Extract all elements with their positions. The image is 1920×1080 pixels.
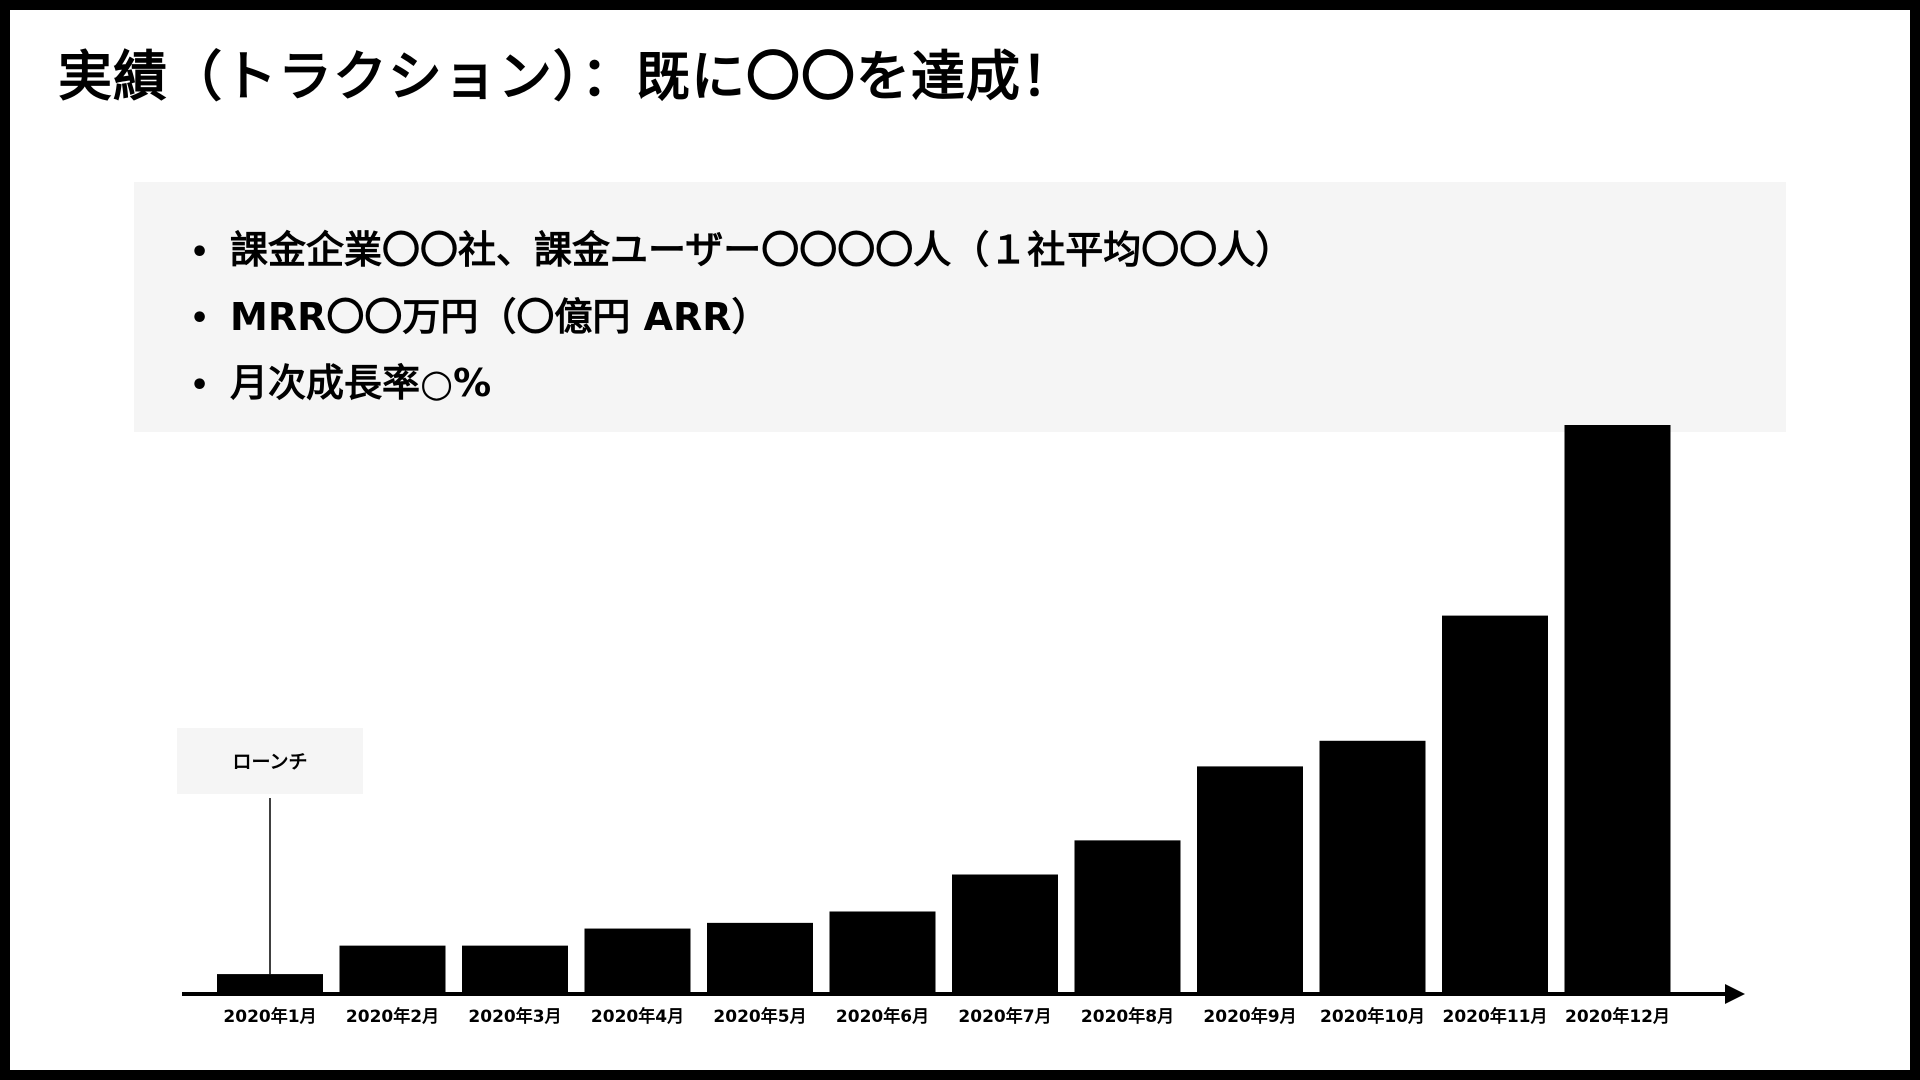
- slide: 実績（トラクション）：既に〇〇を達成！ • 課金企業〇〇社、課金ユーザー〇〇〇〇人…: [10, 10, 1910, 1070]
- bullet-item: • 課金企業〇〇社、課金ユーザー〇〇〇〇人（１社平均〇〇人）: [190, 218, 1293, 285]
- x-tick-label: 2020年8月: [1081, 1006, 1174, 1027]
- x-tick-label: 2020年12月: [1565, 1006, 1670, 1027]
- bar: [1074, 840, 1181, 994]
- x-tick-label: 2020年6月: [836, 1006, 929, 1027]
- axis-arrow-icon: [1725, 984, 1745, 1004]
- x-tick-label: 2020年5月: [713, 1006, 806, 1027]
- bar: [217, 974, 323, 994]
- bar: [462, 945, 568, 994]
- x-tick-label: 2020年4月: [591, 1006, 684, 1027]
- bullet-box: • 課金企業〇〇社、課金ユーザー〇〇〇〇人（１社平均〇〇人） • MRR〇〇万円（〇…: [134, 182, 1786, 432]
- launch-annotation-box: [177, 728, 363, 794]
- bullet-dot-icon: •: [190, 301, 210, 336]
- bar: [707, 922, 813, 994]
- bullet-list: • 課金企業〇〇社、課金ユーザー〇〇〇〇人（１社平均〇〇人） • MRR〇〇万円（〇…: [190, 218, 1293, 418]
- page-title: 実績（トラクション）：既に〇〇を達成！: [58, 45, 1076, 108]
- bar: [584, 928, 691, 994]
- x-tick-label: 2020年11月: [1443, 1006, 1548, 1027]
- x-tick-label: 2020年9月: [1203, 1006, 1296, 1027]
- bar: [339, 945, 446, 994]
- bar: [952, 874, 1058, 994]
- x-tick-label: 2020年10月: [1320, 1006, 1425, 1027]
- x-tick-label: 2020年1月: [223, 1006, 316, 1027]
- bar: [1564, 425, 1671, 994]
- bar-chart: 2020年1月 2020年2月 2020年3月 2020年4月 2020年5月 2020年…: [177, 425, 1745, 1027]
- bullet-dot-icon: •: [190, 234, 210, 270]
- bar: [829, 911, 936, 994]
- bullet-text: MRR〇〇万円（〇億円 ARR）: [230, 294, 770, 339]
- bar: [1442, 615, 1548, 994]
- launch-annotation-label: ローンチ: [232, 751, 307, 773]
- x-tick-label: 2020年2月: [346, 1006, 439, 1027]
- bullet-dot-icon: •: [190, 367, 210, 403]
- bullet-text: 課金企業〇〇社、課金ユーザー〇〇〇〇人（１社平均〇〇人）: [230, 228, 1294, 272]
- bullet-text: 月次成長率○%: [230, 361, 492, 405]
- x-tick-label: 2020年3月: [468, 1006, 561, 1027]
- bar: [1319, 740, 1426, 994]
- bullet-item: • MRR〇〇万円（〇億円 ARR）: [190, 285, 1293, 352]
- bullet-item: • 月次成長率○%: [190, 351, 1293, 418]
- bar: [1197, 766, 1303, 994]
- x-tick-label: 2020年7月: [958, 1006, 1051, 1027]
